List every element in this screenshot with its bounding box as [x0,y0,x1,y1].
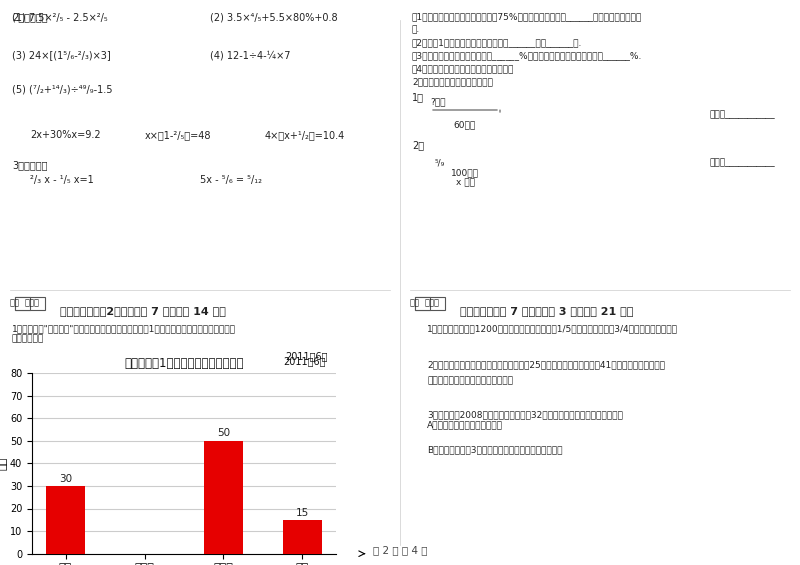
Bar [415,297,445,310]
Text: (4) 12-1÷4-¼×7: (4) 12-1÷4-¼×7 [210,50,290,60]
Text: 2x+30%x=9.2: 2x+30%x=9.2 [30,130,101,140]
Text: A．全部比赛一共需要多少场？: A．全部比赛一共需要多少场？ [427,420,503,429]
Text: 50: 50 [217,428,230,438]
Text: (2) 3.5×⁴/₅+5.5×80%+0.8: (2) 3.5×⁴/₅+5.5×80%+0.8 [210,12,338,22]
Text: 1．: 1． [412,92,424,102]
Text: （1）闯红灯的汽车数量是摩托车的75%，闯红灯的摩托车有______辆，将统计图补充完: （1）闯红灯的汽车数量是摩托车的75%，闯红灯的摩托车有______辆，将统计图… [412,12,642,21]
Text: 60千克: 60千克 [454,120,476,129]
Text: ?千克: ?千克 [430,97,446,106]
Text: 评卷人: 评卷人 [425,298,440,307]
Text: 六、应用题（共 7 小题，每题 3 分，共计 21 分）: 六、应用题（共 7 小题，每题 3 分，共计 21 分） [460,306,634,316]
Text: ²/₃ x - ¹/₅ x=1: ²/₃ x - ¹/₅ x=1 [30,175,94,185]
Text: （先写出等量关系，再列方程解答）: （先写出等量关系，再列方程解答） [427,376,513,385]
Text: 1．为了创建"文明城市"，交通部门在某个十字路口统计1个小时内闯红灯的情况，制成了统: 1．为了创建"文明城市"，交通部门在某个十字路口统计1个小时内闯红灯的情况，制成… [12,324,236,333]
Text: （3）闯红灯的行人数量是汽车的______%，闯红灯的汽车数量是电动车的______%.: （3）闯红灯的行人数量是汽车的______%，闯红灯的汽车数量是电动车的____… [412,51,642,60]
Text: 100千米: 100千米 [451,168,479,177]
Text: 5x - ⁵/₆ = ⁵/₁₂: 5x - ⁵/₆ = ⁵/₁₂ [200,175,262,185]
Bar [15,297,30,310]
Text: 列式：___________: 列式：___________ [710,158,776,167]
Text: 4×（x+¹/₂）=10.4: 4×（x+¹/₂）=10.4 [265,130,346,140]
Text: (3) 24×[(1⁵/₆-²/₃)×3]: (3) 24×[(1⁵/₆-²/₃)×3] [12,50,110,60]
Text: 2．某小学开展第二课堂活动，美术小组有25人，比航模小组的人数多41，航模小组有多少人？: 2．某小学开展第二课堂活动，美术小组有25人，比航模小组的人数多41，航模小组有… [427,360,665,369]
Text: B．如果每天安排3场比赛，全部比赛大约需要多少天？: B．如果每天安排3场比赛，全部比赛大约需要多少天？ [427,445,562,454]
Text: 五、综合题（共2小题，每题 7 分，共计 14 分）: 五、综合题（共2小题，每题 7 分，共计 14 分） [60,306,226,316]
Text: (1) 7.5×²/₅ - 2.5×²/₅: (1) 7.5×²/₅ - 2.5×²/₅ [12,12,108,22]
Text: （4）看了上面的统计图，你有什么想法？: （4）看了上面的统计图，你有什么想法？ [412,64,514,73]
Text: 3．解方程．: 3．解方程． [12,160,47,170]
Text: 30: 30 [59,473,72,484]
Text: 2011年6月: 2011年6月 [284,356,326,366]
Bar [204,441,243,554]
Text: 计图，如图：: 计图，如图： [12,334,44,343]
Text: 整.: 整. [412,25,420,34]
Text: 2．: 2． [412,140,424,150]
Text: 列式：___________: 列式：___________ [710,110,776,119]
Text: x 千米: x 千米 [455,178,474,187]
Text: 得分: 得分 [10,298,20,307]
Text: 2．看图列算式或方程，不计算：: 2．看图列算式或方程，不计算： [412,77,493,86]
Text: (5) (⁷/₂+¹⁴/₃)÷⁴⁹/₉-1.5: (5) (⁷/₂+¹⁴/₃)÷⁴⁹/₉-1.5 [12,85,113,95]
Y-axis label: 数量: 数量 [0,457,7,470]
Text: 2．解方程．: 2．解方程． [12,12,48,22]
Text: （2）在这1小时内，闯红灯的最多的是______，有______辆.: （2）在这1小时内，闯红灯的最多的是______，有______辆. [412,38,582,47]
Title: 某十字路口1小时内闯红灯情况统计图: 某十字路口1小时内闯红灯情况统计图 [124,357,244,370]
Text: 15: 15 [296,507,309,518]
Text: 得分: 得分 [410,298,420,307]
Text: 1．新光农场种白菜1200公顷，种的萝卜是白菜的1/5，萝卜又是黄瓜的3/4，种黄瓜多少公顷？: 1．新光农场种白菜1200公顷，种的萝卜是白菜的1/5，萝卜又是黄瓜的3/4，种… [427,324,678,333]
Text: 2011年6月: 2011年6月 [286,351,328,362]
Bar [415,297,430,310]
Bar [282,520,322,554]
Text: 3．如果参加2008年奥运会的足球队有32支，自始至终用淘汰制进行比赛。: 3．如果参加2008年奥运会的足球队有32支，自始至终用淘汰制进行比赛。 [427,410,623,419]
Text: 评卷人: 评卷人 [25,298,40,307]
Bar [46,486,86,554]
Text: 第 2 页 共 4 页: 第 2 页 共 4 页 [373,545,427,555]
Text: ⁵/₉: ⁵/₉ [435,158,446,167]
Text: x×（1-²/₅）=48: x×（1-²/₅）=48 [145,130,211,140]
Bar [15,297,45,310]
